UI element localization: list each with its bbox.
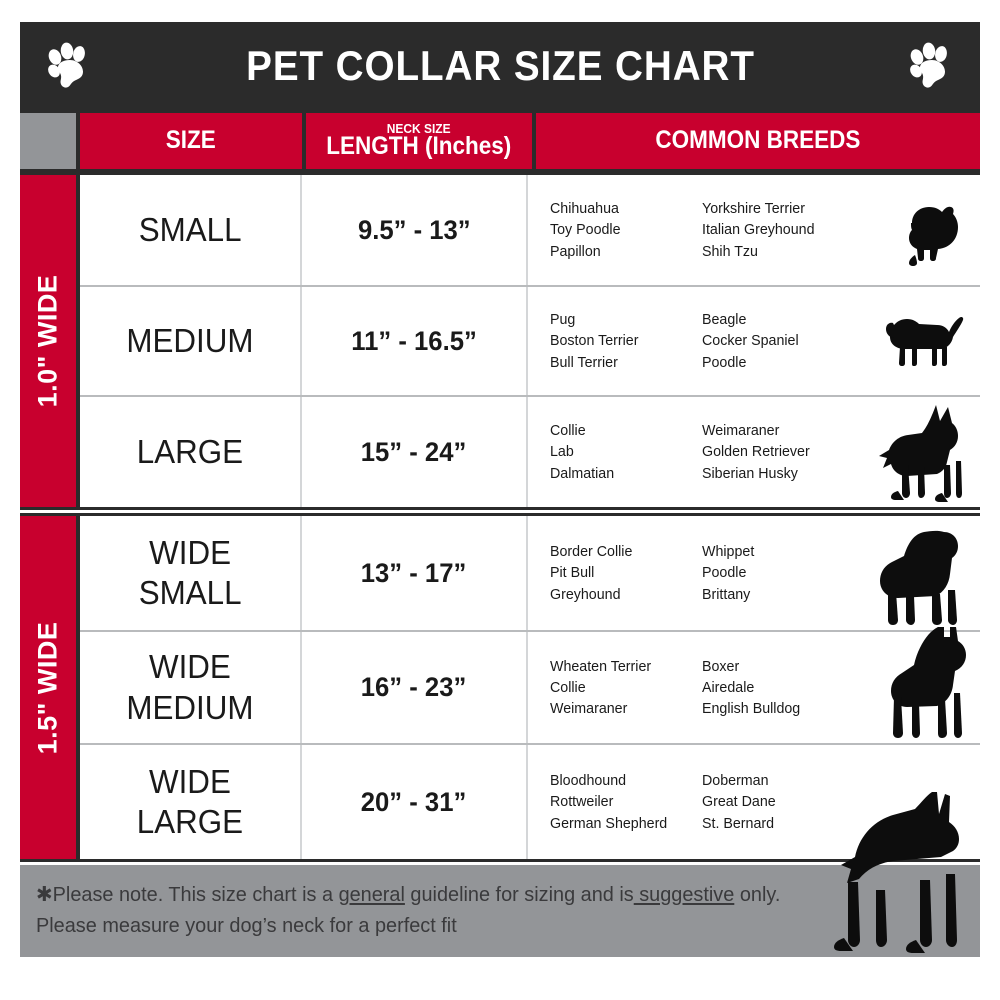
- group-rail-1: 1.0" WIDE: [20, 175, 76, 507]
- table-row[interactable]: LARGE 15” - 24” Collie Lab Dalmatian Weima…: [80, 395, 980, 507]
- breed-column-2: Yorkshire Terrier Italian Greyhound Shih T…: [702, 200, 815, 260]
- cell-size: WIDE LARGE: [80, 745, 302, 859]
- boxer-silhouette-icon: [872, 625, 972, 743]
- table-row[interactable]: WIDE MEDIUM 16” - 23” Wheaten Terrier Col…: [80, 627, 980, 743]
- group-rows-1: SMALL 9.5” - 13” Chihuahua Toy Poodle Papi…: [80, 175, 980, 507]
- breed-column-2: Weimaraner Golden Retriever Siberian Husky: [702, 422, 810, 482]
- footer-note-text-b: guideline for sizing and is: [404, 883, 634, 906]
- cell-breeds: Pug Boston Terrier Bull Terrier Beagle Cock…: [528, 287, 980, 395]
- cell-length: 15” - 24”: [302, 397, 528, 507]
- paw-print-icon: [48, 42, 85, 88]
- footer-note-line-2: Please measure your dog’s neck for a per…: [36, 914, 457, 938]
- cell-length: 13” - 17”: [302, 516, 528, 630]
- table-row[interactable]: MEDIUM 11” - 16.5” Pug Boston Terrier Bull…: [80, 285, 980, 395]
- breed-column-1: Collie Lab Dalmatian: [550, 422, 615, 482]
- large-standing-dog-silhouette-icon: [874, 399, 972, 503]
- footer-note-underline-suggestive: suggestive: [633, 883, 735, 906]
- chart-header-banner: PET COLLAR SIZE CHART: [20, 22, 980, 110]
- table-row[interactable]: WIDE SMALL 13” - 17” Border Collie Pit Bu…: [80, 516, 980, 630]
- breed-column-1: Bloodhound Rottweiler German Shepherd: [550, 772, 668, 832]
- column-header-breeds: COMMON BREEDS: [536, 113, 980, 169]
- cell-size: WIDE SMALL: [80, 516, 302, 630]
- cell-size: LARGE: [80, 397, 302, 507]
- breed-column-2: Whippet Poodle Brittany: [702, 543, 755, 603]
- column-header-length-sub: NECK SIZE: [387, 121, 451, 137]
- column-header-spacer: [20, 113, 76, 169]
- table-column-headers: SIZE NECK SIZE LENGTH (Inches) COMMON BR…: [20, 110, 980, 172]
- cell-size: SMALL: [80, 175, 302, 285]
- size-group-2: 1.5" WIDE WIDE SMALL 13” - 17” Border Co…: [20, 513, 980, 862]
- cell-length: 16” - 23”: [302, 632, 528, 743]
- footer-note-line-1: ✱Please note. This size chart is a gener…: [36, 879, 936, 910]
- footer-note-text-a: ✱Please note. This size chart is a: [36, 883, 339, 906]
- footer-note-underline-general: general: [338, 883, 405, 906]
- footer-note: ✱Please note. This size chart is a gener…: [20, 865, 980, 957]
- cell-breeds: Wheaten Terrier Collie Weimaraner Boxer Air…: [528, 627, 980, 743]
- cell-breeds: Bloodhound Rottweiler German Shepherd Dobe…: [528, 745, 980, 859]
- breed-column-2: Boxer Airedale English Bulldog: [702, 657, 801, 718]
- group-rows-2: WIDE SMALL 13” - 17” Border Collie Pit Bu…: [80, 516, 980, 859]
- page-title: PET COLLAR SIZE CHART: [245, 42, 755, 89]
- breed-column-1: Border Collie Pit Bull Greyhound: [550, 543, 633, 603]
- cell-length: 11” - 16.5”: [302, 287, 528, 395]
- breed-column-1: Chihuahua Toy Poodle Papillon: [550, 200, 621, 260]
- group-rail-2: 1.5" WIDE: [20, 516, 76, 859]
- group-rail-label: 1.0" WIDE: [32, 274, 63, 408]
- cell-size: MEDIUM: [80, 287, 302, 395]
- cell-size: WIDE MEDIUM: [80, 632, 302, 743]
- cell-breeds: Border Collie Pit Bull Greyhound Whippet Po…: [528, 516, 980, 630]
- size-group-1: 1.0" WIDE SMALL 9.5” - 13” Chihuahua Toy …: [20, 172, 980, 510]
- paw-print-icon: [910, 42, 947, 88]
- pet-collar-size-chart: PET COLLAR SIZE CHART SIZE NECK SIZE LEN…: [20, 22, 980, 977]
- group-rail-label: 1.5" WIDE: [32, 621, 63, 754]
- column-header-size: SIZE: [80, 113, 302, 169]
- table-row[interactable]: WIDE LARGE 20” - 31” Bloodhound Rottweile…: [80, 743, 980, 859]
- cell-breeds: Collie Lab Dalmatian Weimaraner Golden Retr…: [528, 397, 980, 507]
- cell-length: 9.5” - 13”: [302, 175, 528, 285]
- breed-column-1: Wheaten Terrier Collie Weimaraner: [550, 657, 652, 718]
- column-header-length: NECK SIZE LENGTH (Inches): [306, 113, 532, 169]
- small-fluffy-dog-silhouette-icon: [892, 193, 966, 271]
- breed-column-2: Beagle Cocker Spaniel Poodle: [702, 311, 799, 371]
- table-row[interactable]: SMALL 9.5” - 13” Chihuahua Toy Poodle Papi…: [80, 175, 980, 285]
- breed-column-1: Pug Boston Terrier Bull Terrier: [550, 311, 639, 371]
- footer-note-text-c: only.: [734, 883, 781, 906]
- bulldog-silhouette-icon: [870, 522, 966, 628]
- beagle-silhouette-icon: [876, 303, 972, 379]
- cell-length: 20” - 31”: [302, 745, 528, 859]
- cell-breeds: Chihuahua Toy Poodle Papillon Yorkshire Te…: [528, 175, 980, 285]
- breed-column-2: Doberman Great Dane St. Bernard: [702, 772, 776, 832]
